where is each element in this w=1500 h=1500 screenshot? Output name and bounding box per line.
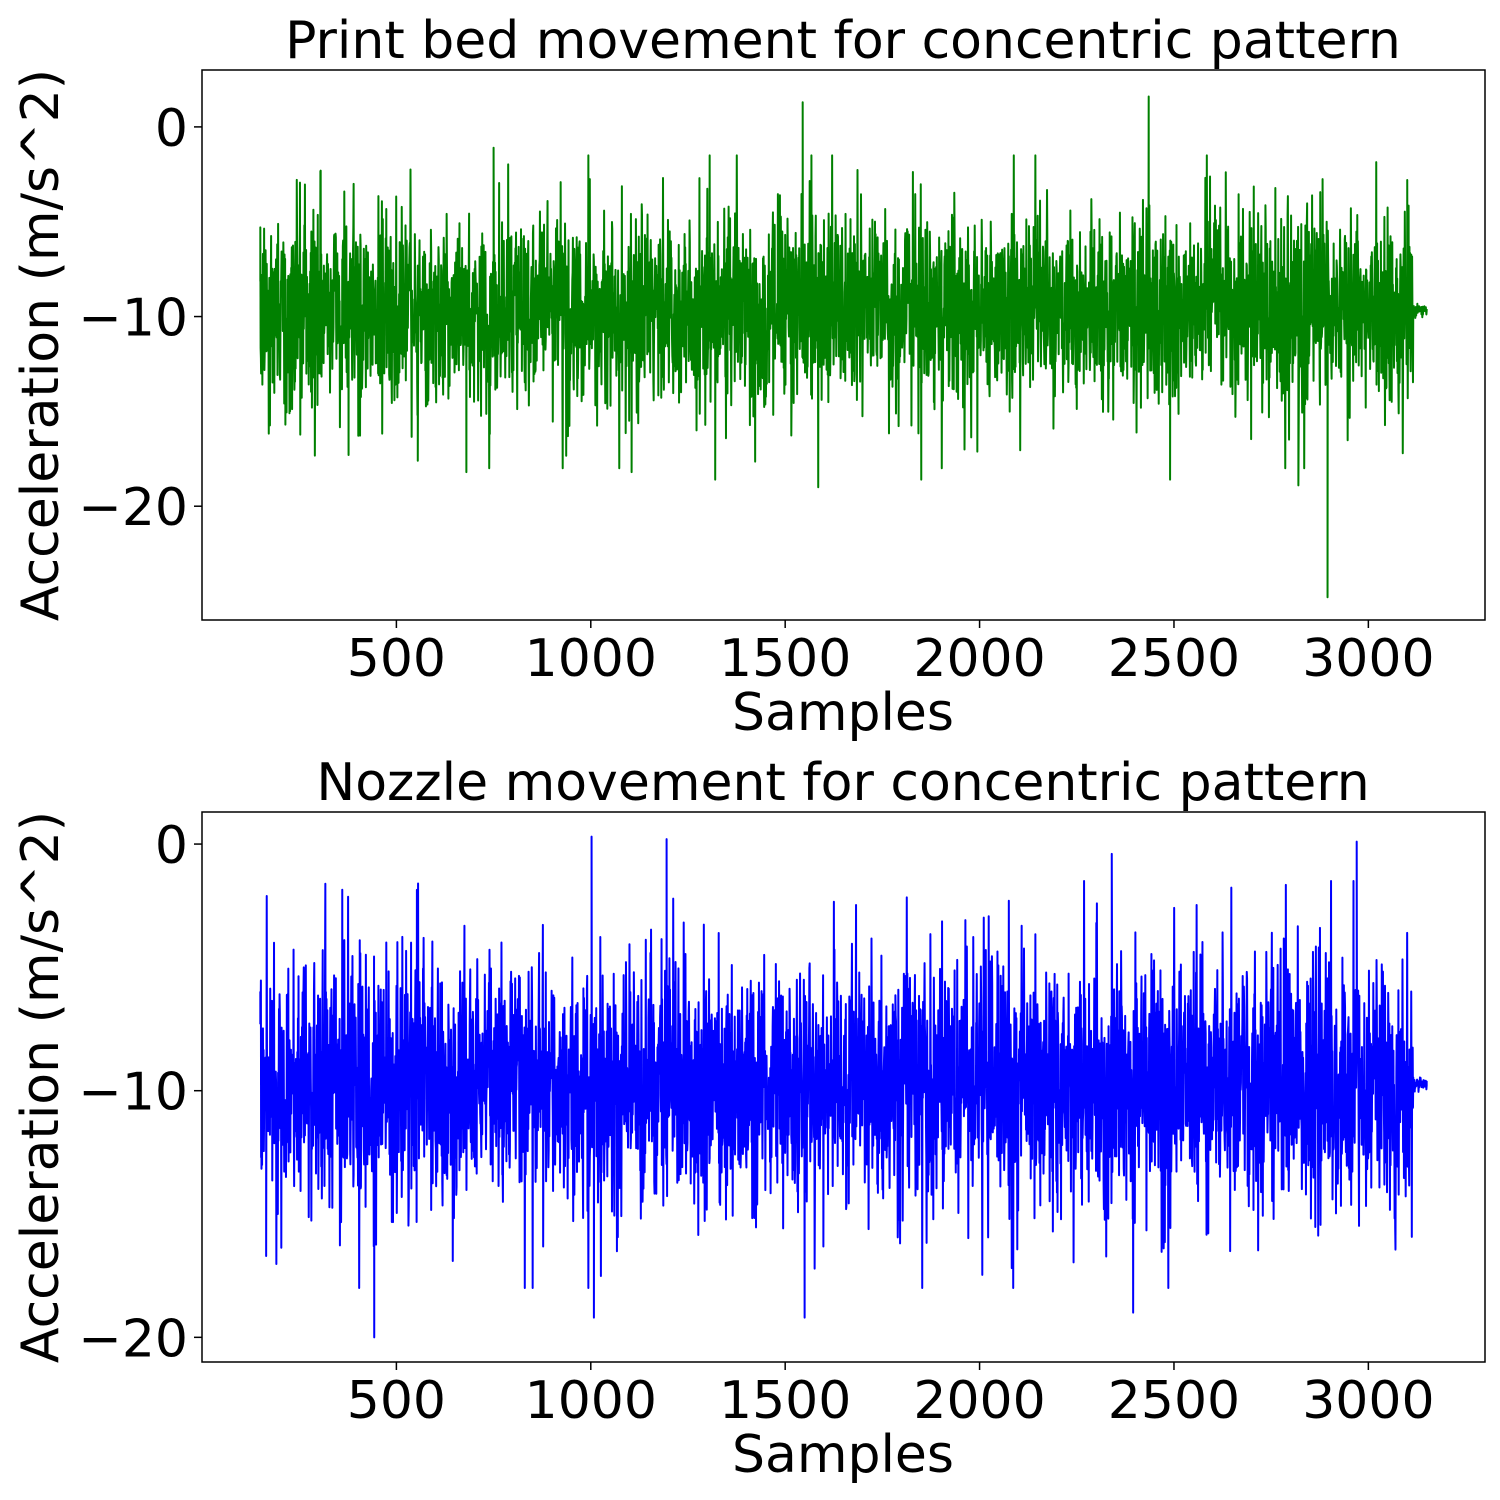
plot-frame — [201, 69, 1486, 621]
y-axis-label: Acceleration (m/s^2) — [11, 69, 71, 621]
x-tick-marks: 500 1000 1500 2000 2500 3000 — [347, 620, 1435, 689]
y-tick-label: −10 — [78, 289, 188, 349]
series-line — [259, 95, 1428, 599]
x-tick-label: 500 — [347, 1371, 446, 1431]
y-tick-marks: 0 −10 −20 — [78, 816, 202, 1369]
data-line-group — [259, 835, 1428, 1339]
y-tick-marks: 0 −10 −20 — [78, 99, 202, 538]
x-axis-label: Samples — [732, 683, 954, 743]
x-tick-label: 1000 — [525, 1371, 657, 1431]
x-tick-label: 2000 — [913, 1371, 1045, 1431]
x-tick-label: 1500 — [719, 629, 851, 689]
data-line-group — [259, 95, 1428, 599]
x-axis-label: Samples — [732, 1425, 954, 1485]
chart-print-bed: Print bed movement for concentric patter… — [11, 11, 1486, 743]
y-tick-label: −20 — [78, 1309, 188, 1369]
y-tick-label: −10 — [78, 1063, 188, 1123]
x-tick-label: 2500 — [1108, 1371, 1240, 1431]
y-tick-label: 0 — [155, 816, 188, 876]
x-tick-label: 1500 — [719, 1371, 851, 1431]
series-line — [259, 835, 1428, 1339]
y-axis-label: Acceleration (m/s^2) — [11, 811, 71, 1363]
y-tick-label: −20 — [78, 478, 188, 538]
x-tick-label: 3000 — [1302, 629, 1434, 689]
chart-title: Print bed movement for concentric patter… — [285, 11, 1401, 71]
y-tick-label: 0 — [155, 99, 188, 159]
x-tick-label: 3000 — [1302, 1371, 1434, 1431]
x-tick-label: 2500 — [1108, 629, 1240, 689]
x-tick-label: 500 — [347, 629, 446, 689]
chart-title: Nozzle movement for concentric pattern — [316, 753, 1369, 813]
x-tick-label: 1000 — [525, 629, 657, 689]
x-tick-marks: 500 1000 1500 2000 2500 3000 — [347, 1362, 1435, 1431]
chart-nozzle: Nozzle movement for concentric pattern 5… — [11, 753, 1486, 1485]
plot-frame — [201, 811, 1486, 1363]
x-tick-label: 2000 — [913, 629, 1045, 689]
